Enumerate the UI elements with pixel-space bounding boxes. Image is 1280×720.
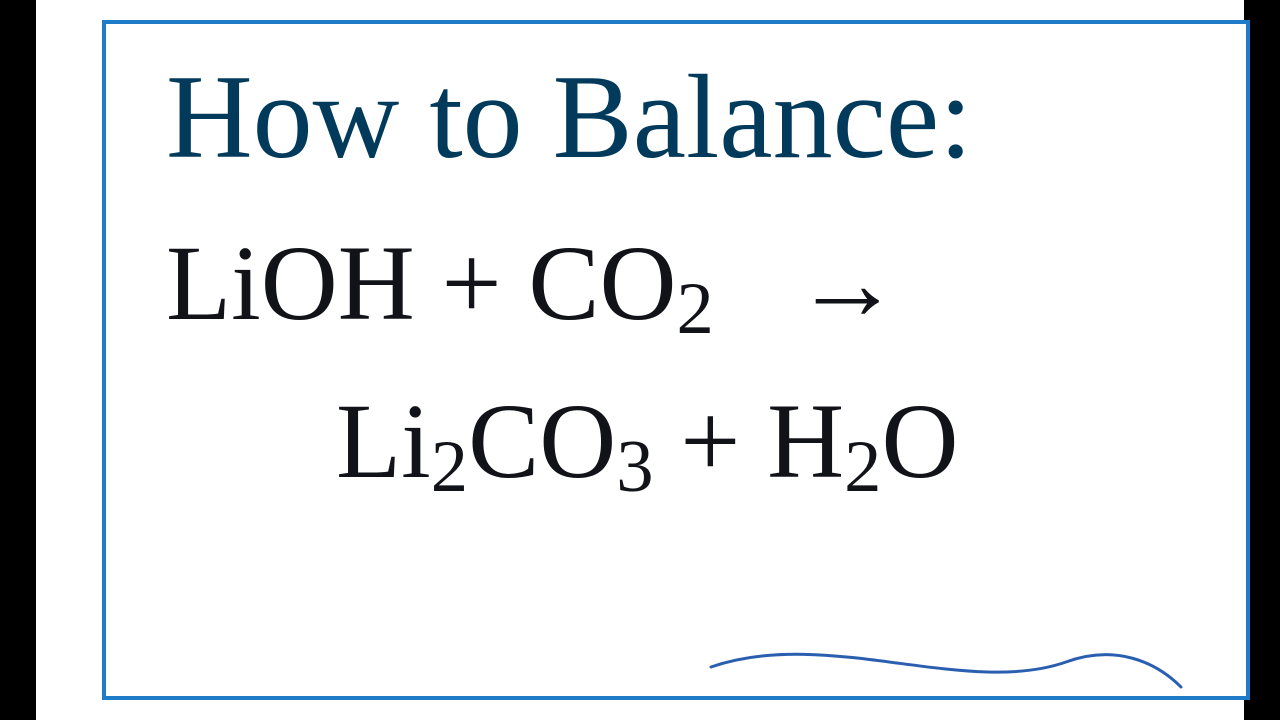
equation-line-2: Li2CO3 + H2O xyxy=(166,378,1186,506)
plus-2: + xyxy=(654,383,767,501)
equation-line-1: LiOH + CO2 → xyxy=(166,220,1186,348)
slide-title: How to Balance: xyxy=(166,54,1186,180)
spacer-before-arrow xyxy=(714,225,794,343)
product-h2o-o: O xyxy=(881,383,958,501)
reaction-arrow: → xyxy=(794,225,901,343)
reactant-lioh: LiOH xyxy=(166,225,415,343)
reactant-co2-base: CO xyxy=(528,225,676,343)
blue-frame: How to Balance: LiOH + CO2 → Li2CO3 + H2… xyxy=(102,20,1250,700)
decorative-swoosh xyxy=(706,632,1186,692)
product-li2co3-sub2: 3 xyxy=(616,425,653,508)
reactant-co2-sub: 2 xyxy=(677,267,714,350)
plus-1: + xyxy=(415,225,528,343)
swoosh-path xyxy=(711,654,1181,687)
product-li2co3-li: Li xyxy=(336,383,431,501)
page-white-area: How to Balance: LiOH + CO2 → Li2CO3 + H2… xyxy=(36,0,1244,720)
product-li2co3-sub1: 2 xyxy=(431,425,468,508)
product-li2co3-co: CO xyxy=(468,383,616,501)
letterbox-background: How to Balance: LiOH + CO2 → Li2CO3 + H2… xyxy=(0,0,1280,720)
product-h2o-h: H xyxy=(767,383,844,501)
product-h2o-sub: 2 xyxy=(844,425,881,508)
